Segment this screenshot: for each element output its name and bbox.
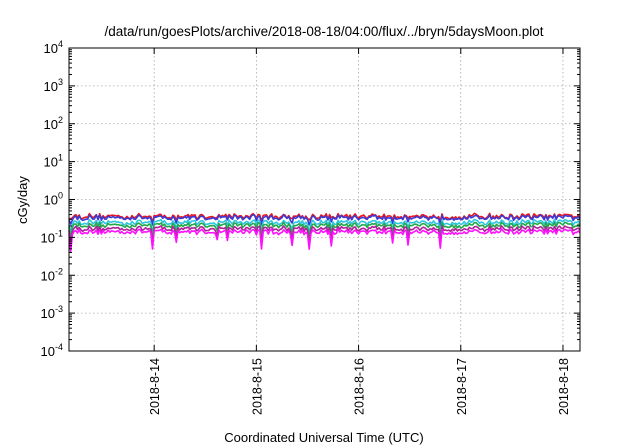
x-tick-label: 2018-8-15 xyxy=(250,358,264,415)
x-tick-label: 2018-8-18 xyxy=(557,358,571,415)
y-tick-label: 103 xyxy=(44,77,63,94)
series-line xyxy=(68,214,581,227)
y-axis: 10-4 10-3 10-2 10-1 100 101 102 103 104 xyxy=(41,39,580,359)
y-tick-label: 10-3 xyxy=(41,304,63,321)
series-line xyxy=(68,225,581,246)
y-axis-label: cGy/day xyxy=(15,176,30,224)
series-lines xyxy=(68,212,581,253)
y-tick-label: 10-1 xyxy=(41,228,63,245)
x-tick-label: 2018-8-17 xyxy=(455,358,469,415)
chart-title: /data/run/goesPlots/archive/2018-08-18/0… xyxy=(104,24,543,39)
x-tick-label: 2018-8-16 xyxy=(353,358,367,415)
y-tick-label: 104 xyxy=(44,39,63,56)
y-tick-label: 101 xyxy=(44,153,63,170)
series-line xyxy=(68,228,581,253)
grid-lines xyxy=(69,48,580,351)
series-line xyxy=(68,218,581,234)
x-axis-label: Coordinated Universal Time (UTC) xyxy=(224,430,423,445)
series-line xyxy=(68,221,581,239)
x-tick-label: 2018-8-14 xyxy=(148,358,162,415)
y-tick-label: 100 xyxy=(44,191,63,208)
y-tick-label: 10-4 xyxy=(41,342,63,359)
y-tick-label: 10-2 xyxy=(41,266,63,283)
y-tick-label: 102 xyxy=(44,115,63,132)
x-axis: 2018-8-14 2018-8-15 2018-8-16 2018-8-17 2018… xyxy=(148,48,571,415)
